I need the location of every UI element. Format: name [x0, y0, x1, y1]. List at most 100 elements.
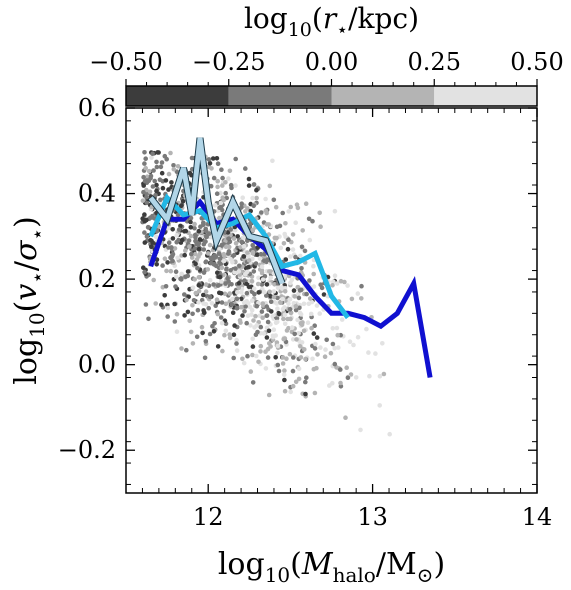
scatter-point — [179, 237, 185, 243]
scatter-point — [211, 175, 217, 181]
scatter-point — [227, 168, 233, 174]
scatter-point — [310, 218, 315, 224]
label-part: 10 — [288, 19, 312, 41]
x-tick-label: 12 — [193, 503, 224, 531]
scatter-point — [275, 319, 280, 325]
scatter-point — [288, 254, 293, 259]
scatter-point — [228, 268, 234, 273]
scatter-point — [179, 203, 184, 209]
scatter-point — [268, 275, 274, 281]
scatter-point — [219, 167, 224, 172]
scatter-point — [188, 329, 194, 335]
scatter-point — [144, 234, 150, 239]
scatter-point — [202, 310, 207, 316]
scatter-point — [269, 309, 274, 314]
scatter-point — [160, 185, 166, 191]
scatter-point — [146, 168, 152, 174]
scatter-point — [303, 356, 308, 362]
label-part: ⋆ — [336, 19, 348, 41]
scatter-point — [207, 294, 213, 300]
scatter-point — [188, 225, 194, 230]
scatter-point — [170, 251, 176, 257]
scatter-point — [203, 282, 209, 287]
scatter-point — [165, 260, 170, 265]
scatter-point — [175, 164, 181, 169]
scatter-point — [237, 318, 243, 323]
scatter-point — [265, 355, 271, 360]
scatter-point — [142, 240, 148, 245]
label-part: σ — [9, 239, 44, 261]
scatter-point — [147, 189, 153, 195]
scatter-point — [293, 307, 299, 313]
scatter-point — [163, 178, 169, 183]
scatter-point — [328, 350, 334, 356]
scatter-point — [262, 289, 267, 295]
scatter-point — [256, 290, 262, 295]
scatter-point — [250, 227, 256, 233]
scatter-point — [321, 292, 327, 297]
scatter-point — [215, 311, 221, 317]
scatter-point — [206, 305, 211, 311]
scatter-point — [199, 324, 205, 330]
scatter-point — [236, 281, 242, 286]
scatter-point — [194, 334, 200, 340]
scatter-point — [218, 291, 224, 296]
scatter-point — [234, 341, 239, 346]
scatter-point — [230, 259, 235, 265]
scatter-point — [235, 234, 240, 239]
scatter-point — [226, 251, 231, 256]
colorbar-bin — [228, 86, 332, 106]
scatter-point — [334, 281, 340, 286]
scatter-point — [271, 289, 277, 294]
scatter-point — [296, 366, 302, 372]
scatter-point — [282, 289, 288, 294]
scatter-point — [189, 255, 195, 260]
scatter-point — [338, 367, 343, 372]
scatter-point — [232, 323, 237, 328]
scatter-point — [286, 237, 291, 243]
scatter-point — [299, 322, 305, 328]
label-part: /M — [376, 547, 417, 582]
scatter-point — [201, 301, 206, 306]
scatter-point — [191, 298, 197, 303]
scatter-point — [335, 332, 341, 338]
scatter-point — [224, 267, 229, 272]
scatter-point — [254, 303, 260, 309]
scatter-point — [206, 157, 212, 162]
scatter-point — [217, 256, 223, 262]
scatter-point — [303, 379, 308, 385]
scatter-point — [192, 225, 197, 231]
colorbar-tick-label: 0.25 — [408, 48, 461, 76]
scatter-point — [246, 176, 252, 182]
scatter-point — [311, 331, 317, 336]
scatter-point — [162, 153, 168, 159]
scatter-point — [159, 170, 165, 176]
scatter-point — [234, 296, 240, 302]
scatter-point — [307, 278, 312, 283]
scatter-point — [214, 191, 220, 196]
scatter-point — [171, 166, 177, 172]
scatter-point — [210, 156, 216, 161]
scatter-point — [265, 346, 271, 352]
scatter-point — [259, 210, 264, 215]
scatter-point — [323, 347, 328, 352]
scatter-point — [214, 297, 220, 303]
scatter-point — [245, 250, 250, 255]
scatter-point — [296, 376, 302, 382]
scatter-point — [145, 224, 151, 230]
scatter-point — [257, 256, 263, 261]
scatter-point — [196, 283, 202, 288]
scatter-point — [251, 245, 257, 251]
scatter-point — [192, 277, 197, 282]
scatter-point — [309, 325, 314, 331]
scatter-point — [285, 316, 291, 322]
scatter-point — [220, 175, 225, 181]
scatter-point — [170, 227, 175, 232]
scatter-point — [143, 302, 149, 307]
scatter-point — [285, 246, 291, 252]
scatter-point — [290, 232, 296, 237]
scatter-point — [253, 261, 259, 266]
scatter-point — [238, 304, 244, 310]
scatter-point — [345, 283, 350, 288]
scatter-point — [259, 270, 265, 276]
